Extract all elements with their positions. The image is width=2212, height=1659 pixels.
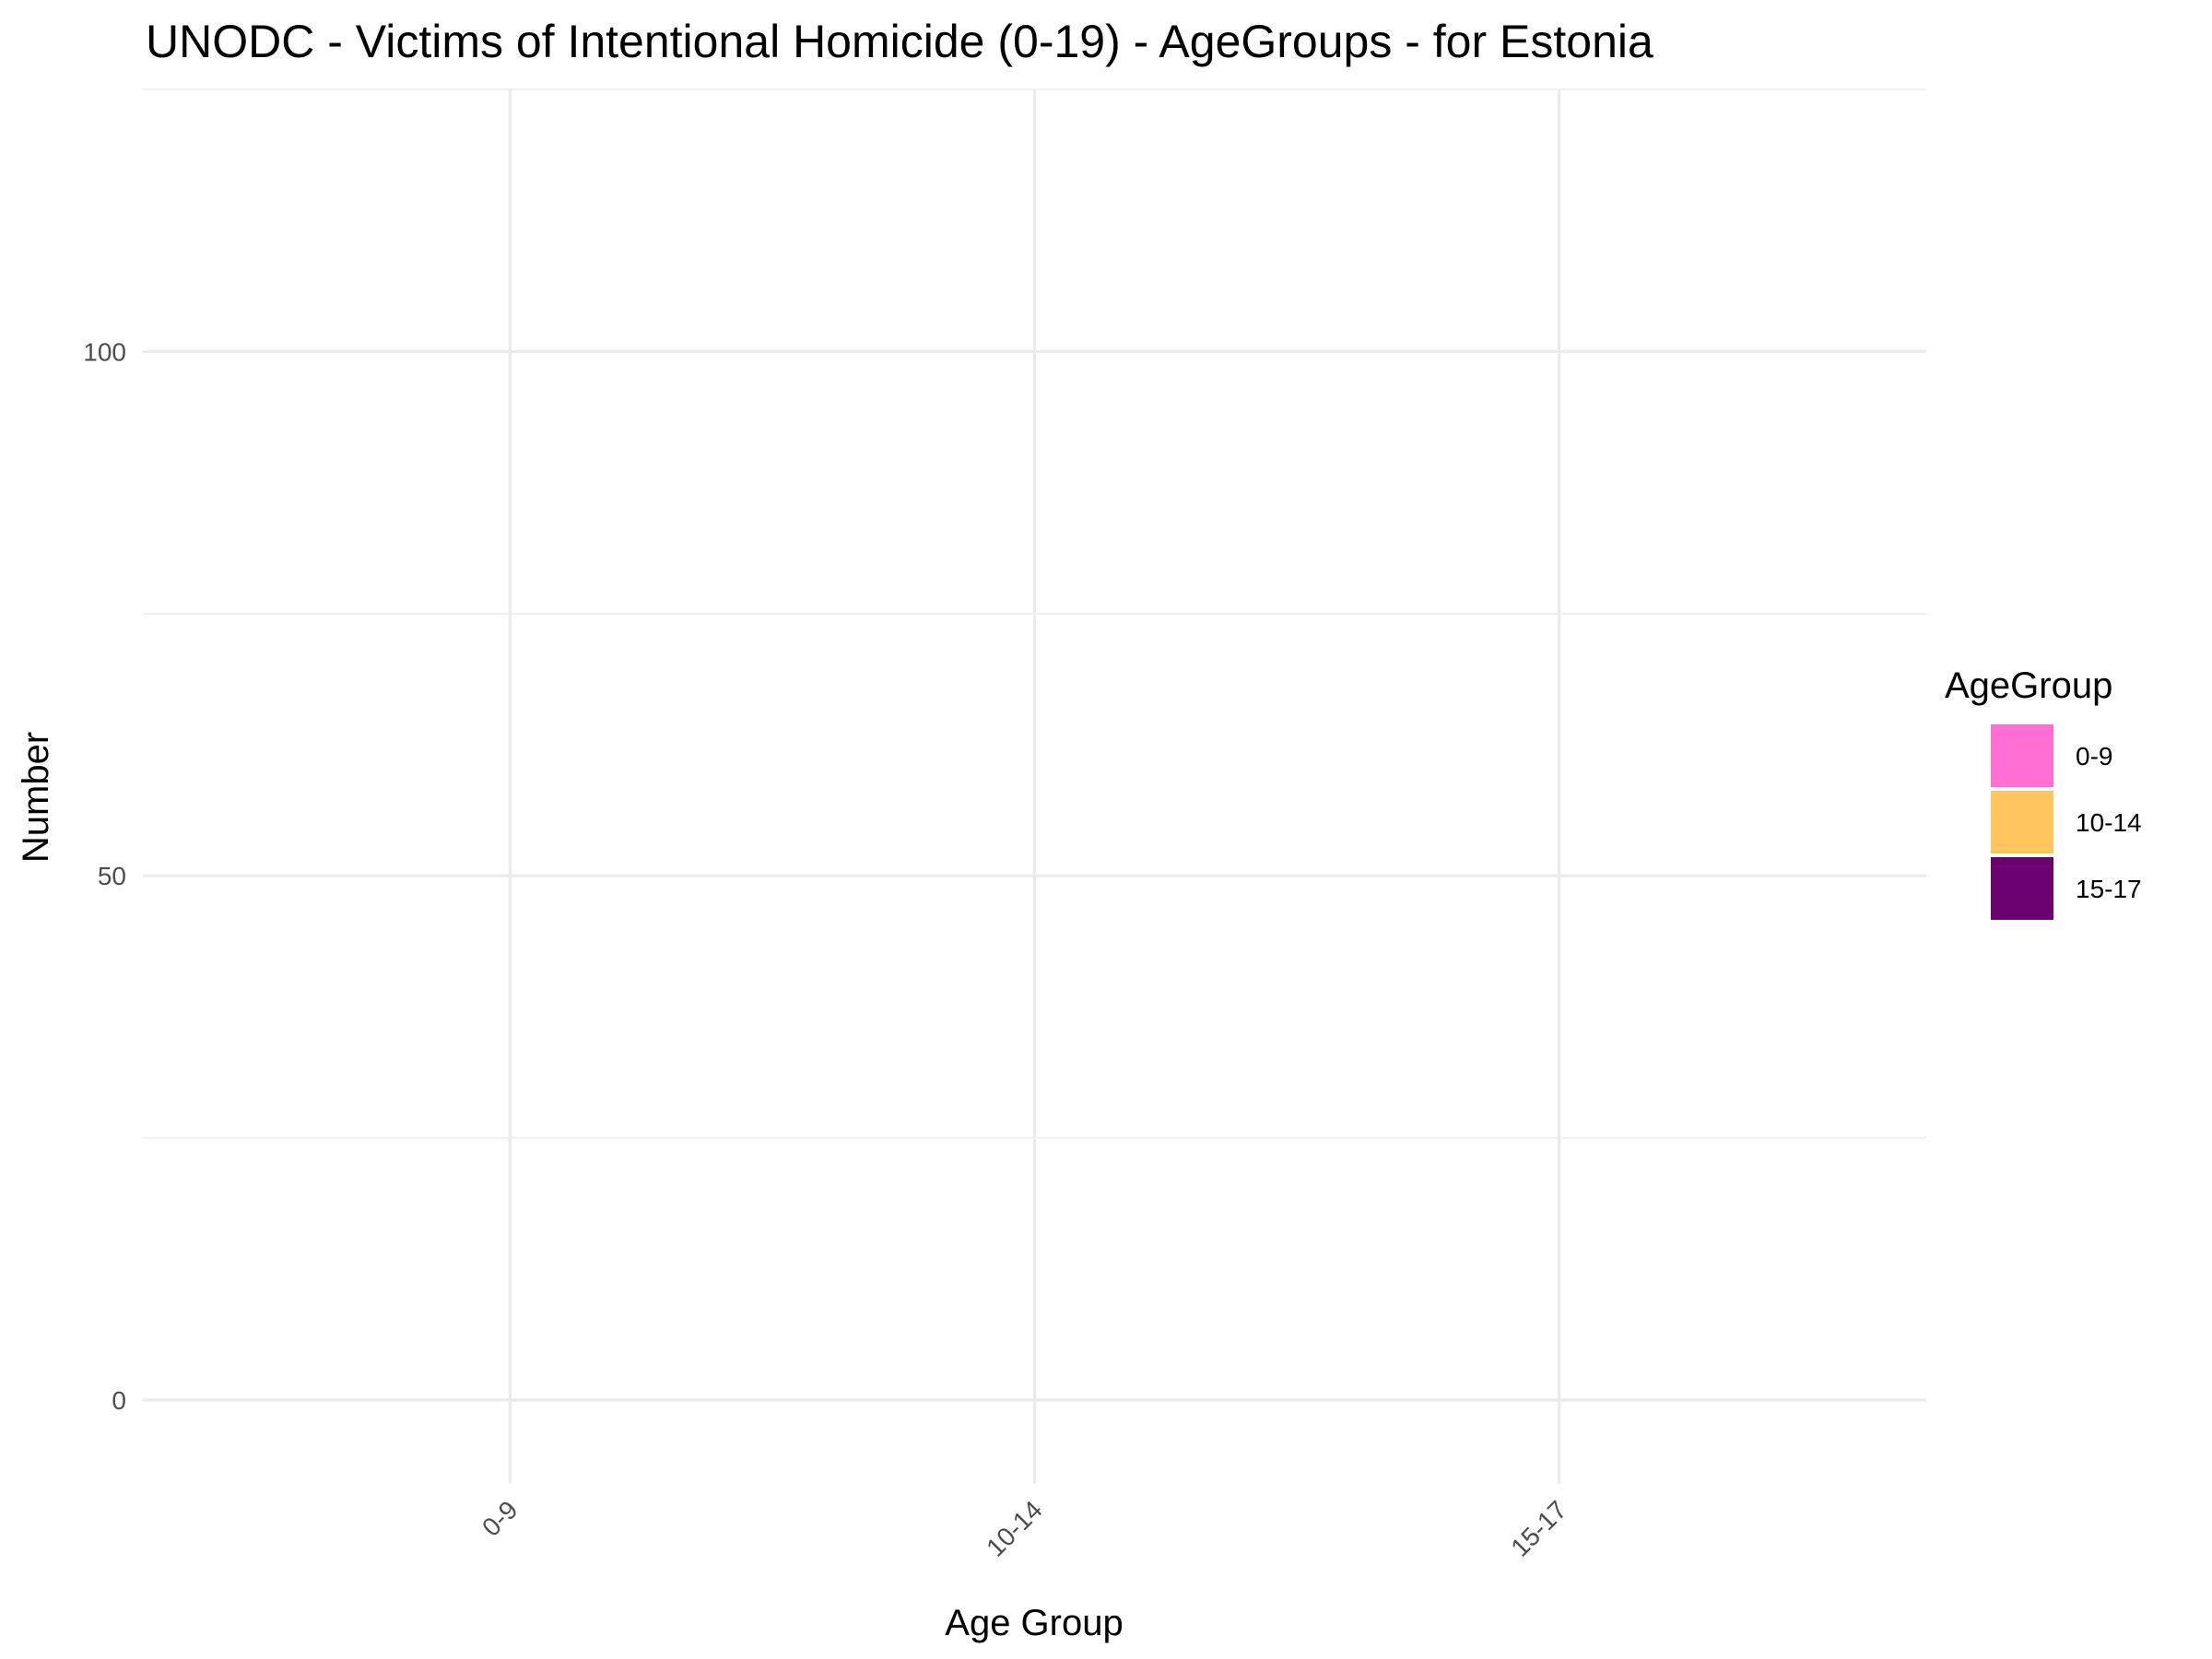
x-axis-title: Age Group [945,1603,1123,1643]
x-tick-label: 15-17 [1505,1495,1572,1562]
legend: AgeGroup 0-9 10-14 15-17 [1945,665,2142,920]
y-tick-label: 100 [83,337,126,366]
y-tick-labels: 0 50 100 [83,337,126,1415]
legend-key-10-14 [1991,791,2053,853]
chart-title: UNODC - Victims of Intentional Homicide … [146,16,1653,67]
grid [143,88,1926,1484]
x-tick-label: 10-14 [981,1495,1048,1562]
legend-title: AgeGroup [1945,665,2112,706]
legend-key-0-9 [1991,724,2053,787]
legend-label: 10-14 [2076,808,2142,837]
legend-label: 15-17 [2076,875,2142,903]
y-axis-title: Number [16,732,56,863]
x-tick-labels: 0-9 10-14 15-17 [477,1495,1572,1562]
legend-key-15-17 [1991,857,2053,920]
legend-label: 0-9 [2076,742,2112,771]
y-tick-label: 0 [112,1386,126,1415]
y-tick-label: 50 [98,862,126,890]
x-tick-label: 0-9 [477,1495,524,1542]
